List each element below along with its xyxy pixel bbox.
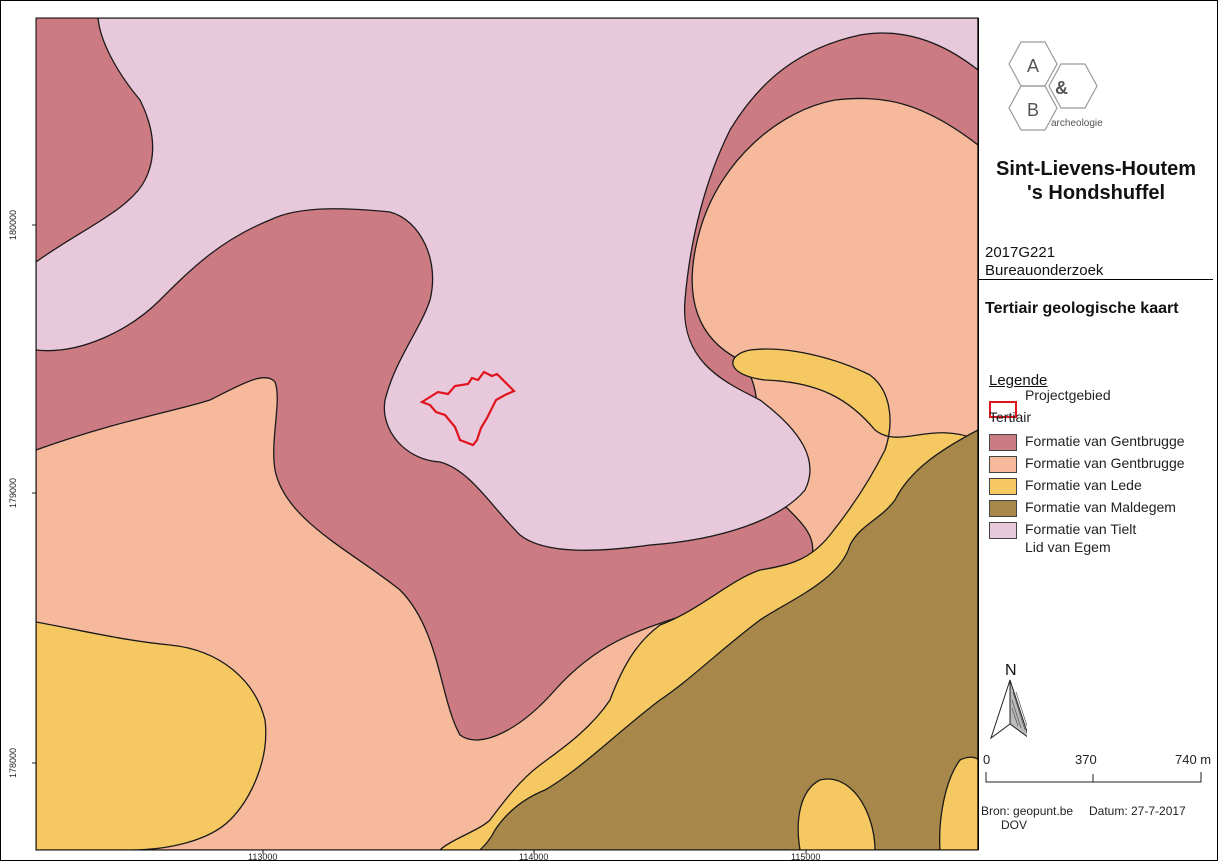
zone-maldegem — [479, 429, 978, 850]
project-area — [419, 370, 516, 447]
legend-item-2: Formatie van Gentbrugge — [989, 455, 1211, 473]
legend-item-3: Formatie van Lede — [989, 477, 1211, 495]
legend-project: Projectgebied — [989, 375, 1211, 418]
map-title: Tertiair geologische kaart — [985, 300, 1179, 317]
site-title-1: Sint-Lievens-Houtem — [995, 158, 1197, 180]
panel-divider — [979, 279, 1213, 280]
project-swatch — [989, 401, 1017, 418]
swatch-maldegem — [989, 499, 1017, 517]
legend-project-label: Projectgebied — [1025, 387, 1111, 404]
zone-lede-pocket-1 — [797, 778, 876, 850]
swatch-tielt — [989, 521, 1017, 539]
y-tick-3: 178000 — [8, 747, 19, 779]
logo-amp: & — [1055, 78, 1068, 98]
scale-bar — [985, 772, 1202, 783]
legend-item-5-sub: Lid van Egem — [1025, 539, 1111, 555]
site-title-2: 's Hondshuffel — [1026, 182, 1166, 204]
legend-item-4: Formatie van Maldegem — [989, 499, 1211, 517]
y-tick-2: 179000 — [8, 477, 19, 509]
legend-item-5: Formatie van Tielt — [989, 521, 1211, 539]
x-tick-2: 114000 — [519, 852, 549, 862]
source-dov: DOV — [1001, 818, 1028, 832]
zone-lede-sw — [36, 621, 267, 850]
source-bron: Bron: geopunt.be — [981, 804, 1074, 818]
project-code: 2017G221 — [985, 244, 1056, 261]
logo-sub: archeologie — [1051, 118, 1103, 129]
scale-0: 0 — [983, 752, 991, 767]
logo-a: A — [1027, 56, 1039, 76]
swatch-gentbrugge-salmon — [989, 455, 1017, 473]
legend-panel: A & B archeologie Sint-Lievens-Houtem 's… — [978, 18, 1213, 850]
legend-group: Tertiair — [989, 409, 1032, 425]
scale-740: 740 m — [1175, 752, 1212, 767]
project-type: Bureauonderzoek — [985, 262, 1104, 279]
swatch-gentbrugge-rose — [989, 433, 1017, 451]
legend-item-1: Formatie van Gentbrugge — [989, 433, 1211, 451]
source-datum: Datum: 27-7-2017 — [1089, 804, 1186, 818]
y-tick-1: 180000 — [8, 209, 19, 241]
north-arrow-icon — [990, 679, 1027, 740]
geological-map — [32, 17, 979, 854]
x-tick-3: 115000 — [791, 852, 821, 862]
logo: A & B archeologie — [1008, 41, 1103, 131]
x-tick-1: 113000 — [248, 852, 278, 862]
logo-b: B — [1027, 100, 1039, 120]
swatch-lede — [989, 477, 1017, 495]
legend-heading: Legende — [989, 372, 1048, 389]
north-label: N — [1005, 662, 1017, 679]
scale-370: 370 — [1075, 752, 1097, 767]
